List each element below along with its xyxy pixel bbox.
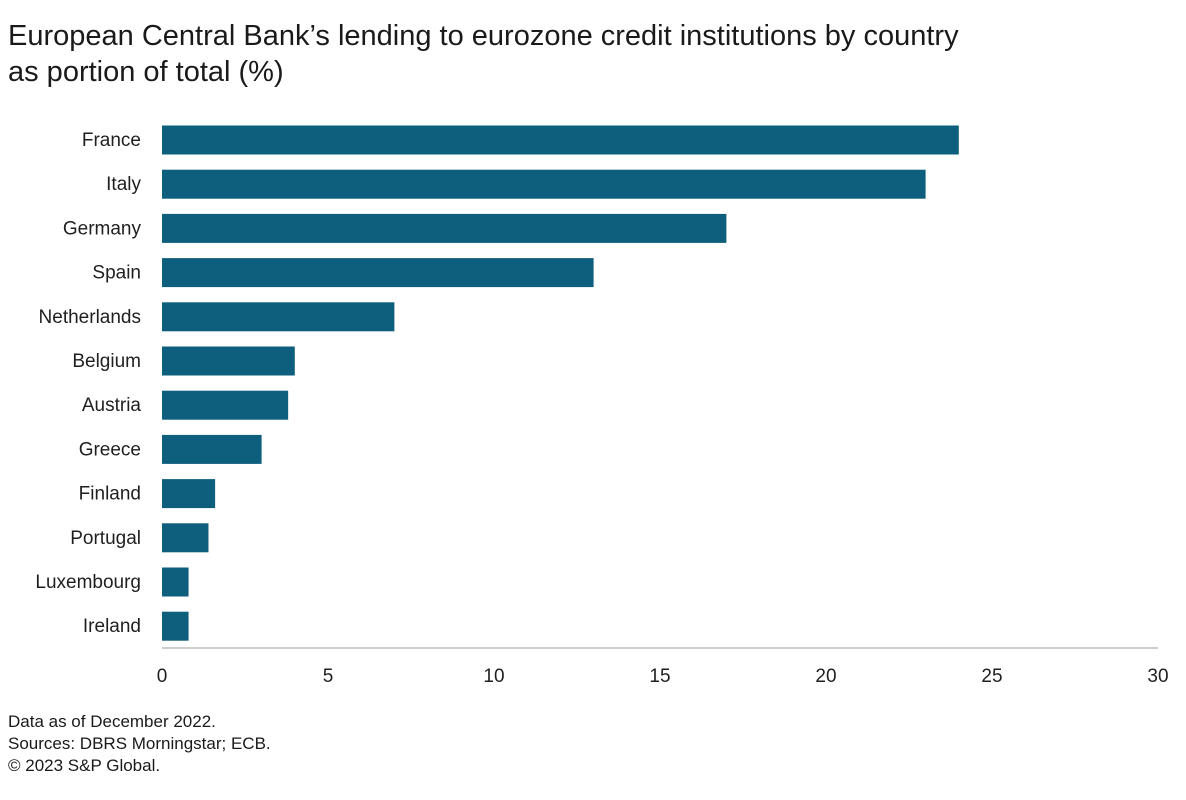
category-label-italy: Italy [106, 174, 141, 195]
footnote-copyright: © 2023 S&P Global. [8, 756, 161, 775]
bar-netherlands [162, 302, 395, 332]
bar-portugal [162, 523, 209, 553]
category-labels-group: France Italy Germany Spain Netherlands Belgiu… [35, 130, 141, 637]
x-tick-label-5: 5 [323, 666, 334, 687]
x-tick-label-30: 30 [1147, 666, 1168, 687]
x-tick-labels-group: 0 5 10 15 20 25 30 [157, 666, 1169, 687]
x-tick-label-15: 15 [649, 666, 670, 687]
category-label-france: France [82, 130, 141, 151]
x-tick-label-20: 20 [815, 666, 836, 687]
chart-title-line-2: as portion of total (%) [8, 56, 284, 88]
x-tick-label-0: 0 [157, 666, 168, 687]
category-label-austria: Austria [82, 395, 142, 416]
bar-chart: France Italy Germany Spain Netherlands Belgiu… [35, 125, 1169, 687]
category-label-germany: Germany [63, 218, 142, 239]
bar-germany [162, 213, 727, 243]
bar-ireland [162, 611, 189, 641]
bar-luxembourg [162, 567, 189, 597]
bars-group [162, 125, 959, 641]
bar-finland [162, 479, 216, 509]
footnote-data-date: Data as of December 2022. [8, 712, 216, 731]
bar-belgium [162, 346, 295, 376]
category-label-finland: Finland [79, 484, 141, 505]
footnote-sources: Sources: DBRS Morningstar; ECB. [8, 734, 271, 753]
category-label-luxembourg: Luxembourg [35, 572, 141, 593]
category-label-spain: Spain [92, 263, 141, 284]
category-label-netherlands: Netherlands [39, 307, 141, 328]
category-label-ireland: Ireland [83, 616, 141, 637]
x-tick-label-10: 10 [483, 666, 504, 687]
bar-austria [162, 390, 289, 420]
bar-spain [162, 258, 594, 288]
category-label-belgium: Belgium [72, 351, 141, 372]
x-tick-label-25: 25 [981, 666, 1002, 687]
bar-greece [162, 434, 262, 464]
category-label-greece: Greece [79, 439, 141, 460]
chart-title-line-1: European Central Bank’s lending to euroz… [8, 20, 959, 52]
chart-title: European Central Bank’s lending to euroz… [8, 18, 1168, 90]
bar-france [162, 125, 959, 155]
category-label-portugal: Portugal [70, 528, 141, 549]
chart-footnotes: Data as of December 2022. Sources: DBRS … [8, 711, 271, 777]
bar-italy [162, 169, 926, 199]
